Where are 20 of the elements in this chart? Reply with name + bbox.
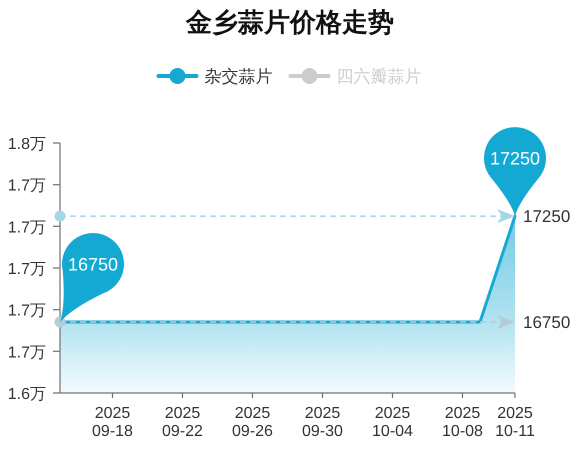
annotation: 17250: [490, 148, 540, 169]
x-tick-label: 2025 10-08: [442, 405, 484, 440]
x-tick-label: 2025 10-11: [495, 405, 535, 440]
y-tick-label: 1.7万: [8, 344, 46, 362]
y-tick-label: 1.7万: [8, 219, 46, 236]
x-tick-label: 2025 09-22: [162, 405, 204, 440]
x-tick-label: 2025 09-30: [302, 405, 344, 440]
y-tick-label: 1.7万: [8, 261, 46, 278]
x-tick-label: 2025 09-26: [232, 405, 274, 440]
legend-label: 杂交蒜片: [204, 67, 272, 86]
y-tick-label: 1.7万: [8, 302, 46, 320]
y-tick-label: 1.6万: [8, 386, 46, 403]
chart-title: 金乡蒜片价格走势: [185, 7, 394, 37]
x-tick-label: 2025 09-18: [92, 405, 134, 440]
annotation: 16750: [68, 254, 118, 275]
y-tick-label: 1.8万: [8, 136, 46, 153]
annotation: 17250: [523, 207, 570, 226]
y-tick-label: 1.7万: [8, 178, 46, 195]
x-tick-label: 2025 10-04: [372, 405, 414, 440]
text: 16750: [523, 313, 570, 332]
